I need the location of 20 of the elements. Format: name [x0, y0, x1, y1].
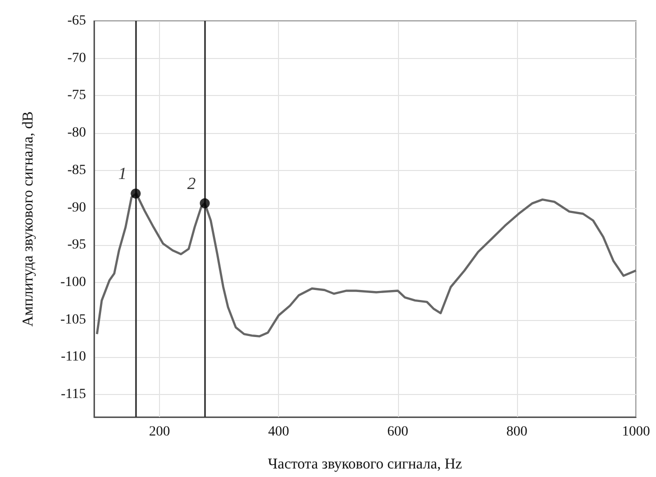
- annotation: 1: [118, 164, 127, 184]
- y-tick-label: -90: [67, 200, 86, 216]
- y-tick-label: -115: [60, 387, 86, 402]
- y-tick-label: -75: [67, 88, 86, 104]
- y-tick-label: -95: [67, 238, 86, 253]
- annotation: 2: [187, 174, 196, 193]
- x-tick-label: 1000: [622, 424, 650, 440]
- y-axis-title: Амплитуда звукового сигнала, dB: [20, 111, 36, 327]
- y-tick-label: -100: [60, 275, 86, 290]
- y-tick-label: -70: [67, 50, 86, 66]
- x-tick-label: 200: [149, 424, 170, 440]
- y-tick-label: -105: [60, 312, 86, 328]
- y-tick-label: -85: [67, 162, 86, 178]
- y-tick-label: -80: [67, 126, 86, 141]
- x-tick-label: 600: [387, 424, 408, 440]
- y-tick-label: -65: [67, 14, 86, 28]
- x-tick-label: 400: [268, 424, 290, 440]
- x-tick-label: 800: [506, 424, 528, 440]
- x-axis-title: Частота звукового сигнала, Hz: [268, 456, 462, 472]
- y-tick-label: -110: [60, 350, 86, 365]
